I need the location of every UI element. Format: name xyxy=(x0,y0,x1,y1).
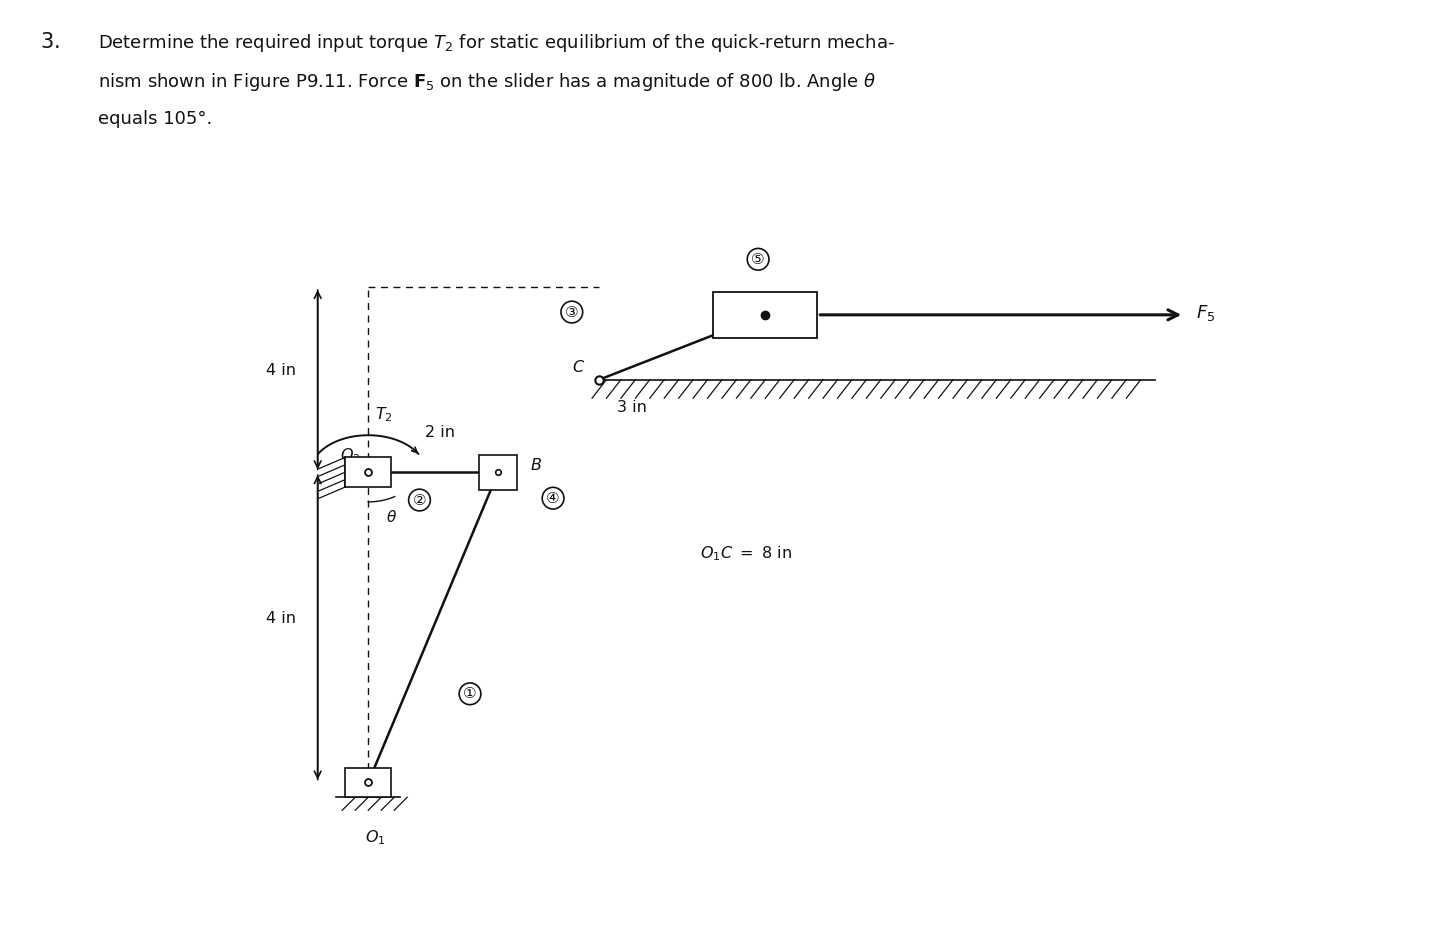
Text: ①: ① xyxy=(464,686,477,701)
Text: Determine the required input torque $T_2$ for static equilibrium of the quick-re: Determine the required input torque $T_2… xyxy=(98,32,895,55)
Text: ⑤: ⑤ xyxy=(751,252,765,267)
Bar xyxy=(713,292,817,338)
Text: $D$: $D$ xyxy=(774,292,787,307)
Text: ③: ③ xyxy=(565,305,579,319)
Bar xyxy=(345,768,391,797)
Text: 4 in: 4 in xyxy=(266,610,296,626)
Bar xyxy=(345,457,391,487)
Text: 3 in: 3 in xyxy=(617,400,647,415)
Text: $\mathit{F}_5$: $\mathit{F}_5$ xyxy=(1196,303,1214,323)
Text: $O_1$: $O_1$ xyxy=(365,829,386,847)
Text: $\theta$: $\theta$ xyxy=(386,508,397,525)
Text: nism shown in Figure P9.11. Force $\mathbf{F}_5$ on the slider has a magnitude o: nism shown in Figure P9.11. Force $\math… xyxy=(98,71,877,94)
Text: 2 in: 2 in xyxy=(426,425,455,440)
Text: ④: ④ xyxy=(546,491,560,506)
Text: $B$: $B$ xyxy=(530,457,542,473)
Text: $C$: $C$ xyxy=(572,359,585,375)
Text: $O_2$: $O_2$ xyxy=(341,446,361,465)
Text: equals 105°.: equals 105°. xyxy=(98,110,212,128)
Text: 4 in: 4 in xyxy=(266,363,296,378)
Bar xyxy=(479,455,517,490)
Text: $O_1C\ =\ 8$ in: $O_1C\ =\ 8$ in xyxy=(700,544,793,563)
Text: $T_2$: $T_2$ xyxy=(375,406,393,424)
Text: $\mathit{3.}$: $\mathit{3.}$ xyxy=(40,32,61,53)
Text: ②: ② xyxy=(413,493,426,507)
